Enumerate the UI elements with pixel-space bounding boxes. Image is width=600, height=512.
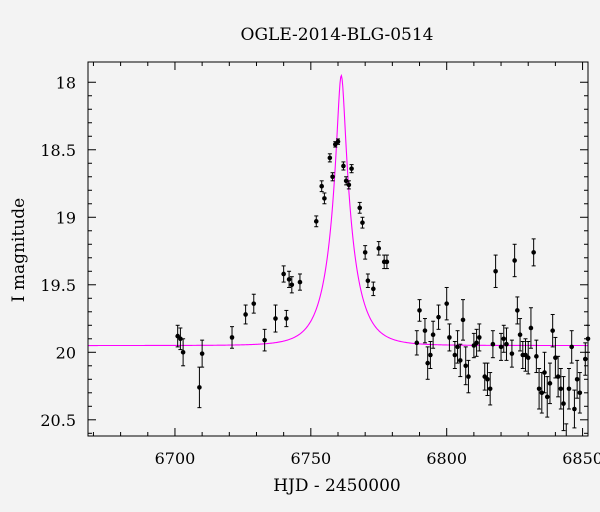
data-point xyxy=(447,335,452,340)
data-point xyxy=(414,340,420,346)
data-point xyxy=(376,246,382,251)
y-tick-label: 19 xyxy=(56,208,76,227)
y-axis-label: I magnitude xyxy=(9,198,29,302)
data-point xyxy=(313,219,319,224)
x-tick-label: 6850 xyxy=(562,449,600,468)
data-point xyxy=(493,268,498,274)
data-point xyxy=(460,317,466,323)
y-tick-label: 20 xyxy=(56,343,76,362)
data-point xyxy=(341,163,346,169)
data-point xyxy=(558,386,564,392)
data-point xyxy=(487,386,493,392)
data-point xyxy=(444,301,449,306)
model-curve-layer xyxy=(88,73,588,347)
data-point xyxy=(273,316,278,321)
data-point xyxy=(362,250,368,255)
data-point xyxy=(330,174,335,180)
data-point xyxy=(572,406,577,412)
data-point xyxy=(574,376,580,382)
data-point xyxy=(531,250,536,255)
y-tick-label: 20.5 xyxy=(40,411,76,430)
data-point xyxy=(430,332,436,338)
data-point xyxy=(457,358,463,363)
data-point xyxy=(243,312,248,317)
data-point xyxy=(357,205,363,211)
chart-title: OGLE-2014-BLG-0514 xyxy=(241,25,434,45)
data-point xyxy=(289,282,295,288)
data-point xyxy=(577,390,583,396)
data-point xyxy=(335,139,341,144)
data-point xyxy=(229,335,235,340)
data-point xyxy=(327,155,333,161)
data-point xyxy=(417,308,422,313)
data-point xyxy=(371,286,376,292)
data-point xyxy=(343,178,349,184)
data-point xyxy=(547,381,553,386)
data-point xyxy=(178,336,183,342)
data-point xyxy=(474,340,479,346)
data-points-layer xyxy=(175,138,591,436)
data-point xyxy=(536,386,542,392)
data-point xyxy=(180,349,186,355)
plot-frame xyxy=(87,61,589,437)
data-point xyxy=(197,385,202,390)
data-point xyxy=(542,370,547,375)
data-point xyxy=(199,351,205,356)
data-point xyxy=(525,355,531,360)
data-point xyxy=(281,271,286,277)
data-point xyxy=(539,390,545,396)
y-tick-label: 18.5 xyxy=(40,141,76,160)
data-point xyxy=(436,314,441,320)
data-point xyxy=(452,352,458,358)
data-point xyxy=(512,258,517,263)
data-point xyxy=(501,336,507,342)
data-point xyxy=(425,360,430,366)
data-point xyxy=(422,328,428,333)
data-point xyxy=(346,182,352,188)
data-point xyxy=(561,401,566,406)
data-point xyxy=(349,166,354,171)
data-point xyxy=(297,279,303,285)
data-point xyxy=(360,220,365,225)
data-point xyxy=(262,337,267,343)
data-point xyxy=(455,344,460,350)
data-point xyxy=(517,332,523,338)
x-tick-label: 6700 xyxy=(155,449,196,468)
axis-ticks: 6700 6750 6800 6850 18 18.5 19 19.5 20 20.5 xyxy=(40,62,600,468)
data-point xyxy=(582,356,588,362)
data-point xyxy=(251,301,257,306)
data-point xyxy=(534,354,539,359)
data-point xyxy=(498,344,504,350)
data-point xyxy=(384,259,390,265)
data-point xyxy=(555,374,561,379)
y-tick-label: 19.5 xyxy=(40,276,76,295)
data-point xyxy=(322,196,327,201)
x-tick-label: 6750 xyxy=(290,449,331,468)
data-point xyxy=(515,308,520,313)
model-curve xyxy=(88,73,588,347)
data-point xyxy=(286,277,292,282)
data-point xyxy=(463,363,469,369)
data-point xyxy=(509,351,515,356)
y-tick-label: 18 xyxy=(56,73,76,92)
data-point xyxy=(550,328,555,333)
data-point xyxy=(319,183,324,189)
x-tick-label: 6800 xyxy=(426,449,467,468)
data-point xyxy=(284,316,289,321)
data-point xyxy=(466,374,471,379)
data-point xyxy=(477,335,482,340)
data-point xyxy=(490,341,496,347)
data-point xyxy=(485,376,490,382)
x-axis-label: HJD - 2450000 xyxy=(273,476,401,496)
data-point xyxy=(566,386,572,392)
data-point xyxy=(428,352,433,358)
data-point xyxy=(365,278,371,284)
data-point xyxy=(528,325,534,331)
data-point xyxy=(504,341,509,347)
data-point xyxy=(544,394,550,400)
data-point xyxy=(569,344,574,350)
